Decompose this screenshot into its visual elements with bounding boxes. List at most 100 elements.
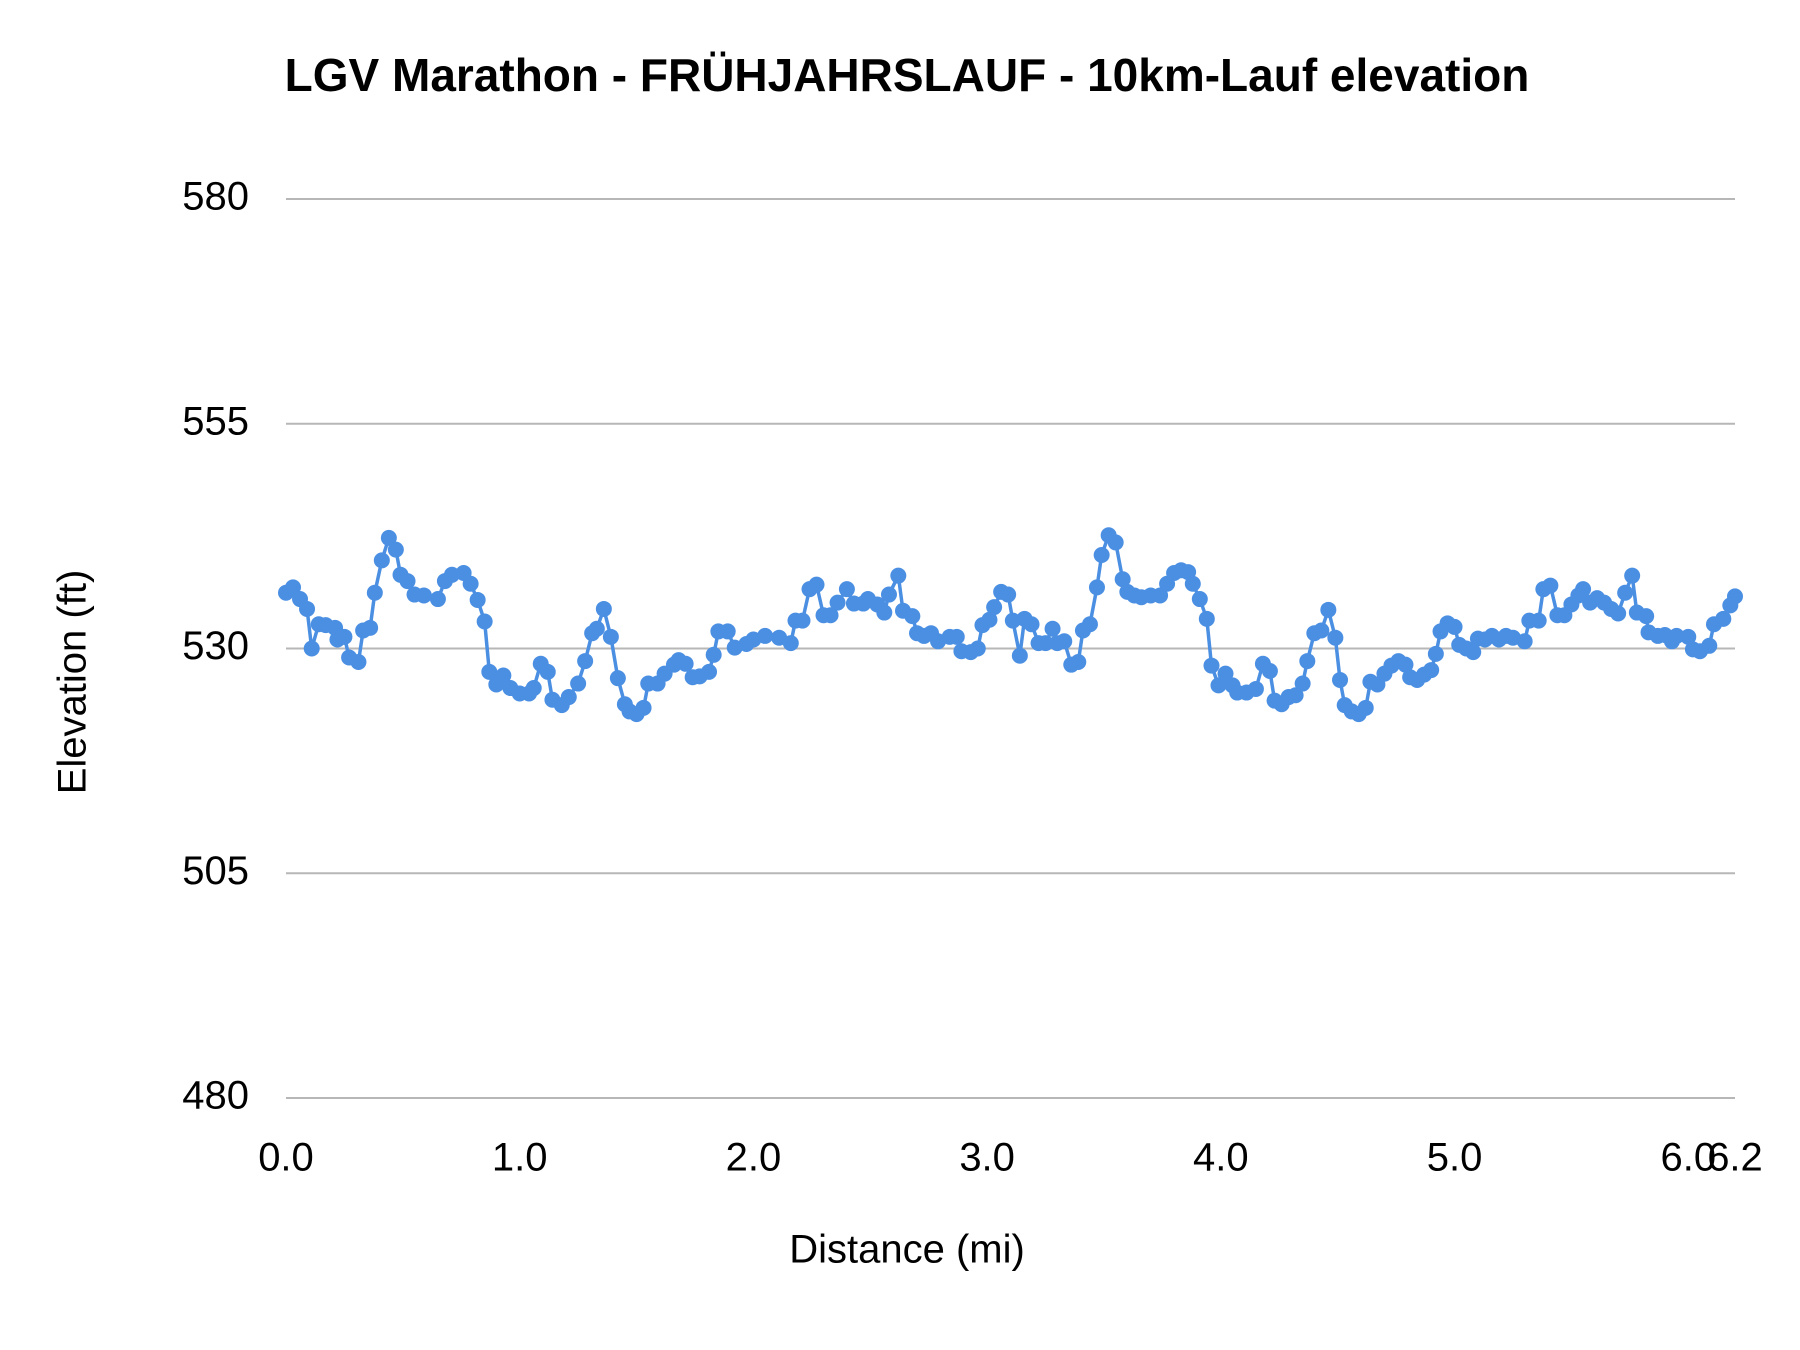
data-point	[1465, 644, 1482, 661]
data-point	[525, 680, 542, 697]
data-point	[1056, 633, 1073, 650]
data-point	[570, 675, 587, 692]
data-point	[1247, 680, 1264, 697]
data-point	[719, 623, 736, 640]
x-tick-label: 1.0	[492, 1136, 548, 1180]
data-point	[948, 628, 965, 645]
data-point	[577, 653, 594, 670]
data-point	[495, 667, 512, 684]
data-point	[1217, 665, 1234, 682]
data-point	[1530, 612, 1547, 629]
x-axis-title: Distance (mi)	[789, 1228, 1025, 1272]
data-point	[1037, 635, 1054, 652]
y-axis-title: Elevation (ft)	[51, 570, 95, 795]
y-tick-label: 530	[182, 624, 249, 668]
data-point	[560, 689, 577, 706]
data-point	[1081, 616, 1098, 633]
data-point	[1680, 628, 1697, 645]
data-point	[1088, 579, 1105, 596]
data-point	[794, 612, 811, 629]
data-point	[635, 699, 652, 716]
data-point	[366, 584, 383, 601]
data-point	[822, 607, 839, 624]
data-point	[336, 628, 353, 645]
data-point	[981, 611, 998, 628]
data-point	[1701, 637, 1718, 654]
data-point	[1287, 687, 1304, 704]
data-point	[1210, 677, 1227, 694]
data-point	[969, 640, 986, 657]
x-tick-label: 0.0	[258, 1136, 314, 1180]
data-point	[1044, 620, 1061, 637]
data-point	[1610, 605, 1627, 622]
data-point	[1203, 657, 1220, 674]
data-point	[399, 573, 416, 590]
data-point	[387, 541, 404, 558]
data-point	[415, 587, 432, 604]
data-point	[1011, 647, 1028, 664]
x-tick-label: 4.0	[1193, 1136, 1249, 1180]
data-point	[285, 579, 302, 596]
data-point	[1313, 622, 1330, 639]
data-point	[1423, 662, 1440, 679]
data-point	[1617, 584, 1634, 601]
data-point	[677, 655, 694, 672]
data-point	[476, 613, 493, 630]
y-tick-label: 505	[182, 849, 249, 893]
data-point	[1668, 627, 1685, 644]
data-point	[782, 635, 799, 652]
data-point	[429, 591, 446, 608]
x-tick-label: 2.0	[726, 1136, 782, 1180]
data-point	[1575, 581, 1592, 598]
data-point	[602, 628, 619, 645]
data-point	[303, 640, 320, 657]
data-point	[1000, 586, 1017, 603]
data-point	[362, 619, 379, 636]
data-point	[1516, 633, 1533, 650]
data-point	[1114, 571, 1131, 588]
data-point	[1357, 699, 1374, 716]
y-tick-label: 555	[182, 399, 249, 443]
data-point	[1184, 575, 1201, 592]
data-point	[829, 594, 846, 611]
y-tick-label: 480	[182, 1074, 249, 1118]
data-point	[904, 608, 921, 625]
data-point	[299, 600, 316, 617]
data-point	[1427, 645, 1444, 662]
chart-title: LGV Marathon - FRÜHJAHRSLAUF - 10km-Lauf…	[285, 49, 1530, 101]
data-point	[880, 586, 897, 603]
data-point	[1727, 588, 1743, 605]
data-point	[876, 604, 893, 621]
x-tick-label: 5.0	[1427, 1136, 1483, 1180]
data-point	[469, 591, 486, 608]
data-point	[609, 670, 626, 687]
data-point	[1327, 629, 1344, 646]
data-point	[350, 653, 367, 670]
data-point	[1093, 547, 1110, 564]
data-point	[1198, 610, 1215, 627]
x-tick-label: 6.2	[1707, 1136, 1763, 1180]
data-point	[1261, 662, 1278, 679]
x-tick-label: 3.0	[959, 1136, 1015, 1180]
data-point	[701, 663, 718, 680]
data-point	[373, 552, 390, 569]
data-point	[462, 575, 479, 592]
data-point	[1191, 591, 1208, 608]
data-point	[1715, 610, 1732, 627]
data-point	[808, 576, 825, 593]
data-point	[1638, 608, 1655, 625]
data-point	[588, 620, 605, 637]
x-tick-label: 6.0	[1660, 1136, 1716, 1180]
data-point	[1624, 567, 1641, 584]
data-point	[1320, 601, 1337, 618]
data-point	[1070, 653, 1087, 670]
y-tick-label: 580	[182, 175, 249, 219]
data-point	[890, 567, 907, 584]
data-point	[1294, 675, 1311, 692]
data-point	[380, 529, 397, 546]
data-point	[1332, 671, 1349, 688]
data-point	[539, 663, 556, 680]
data-point	[1397, 656, 1414, 673]
data-point	[1023, 616, 1040, 633]
